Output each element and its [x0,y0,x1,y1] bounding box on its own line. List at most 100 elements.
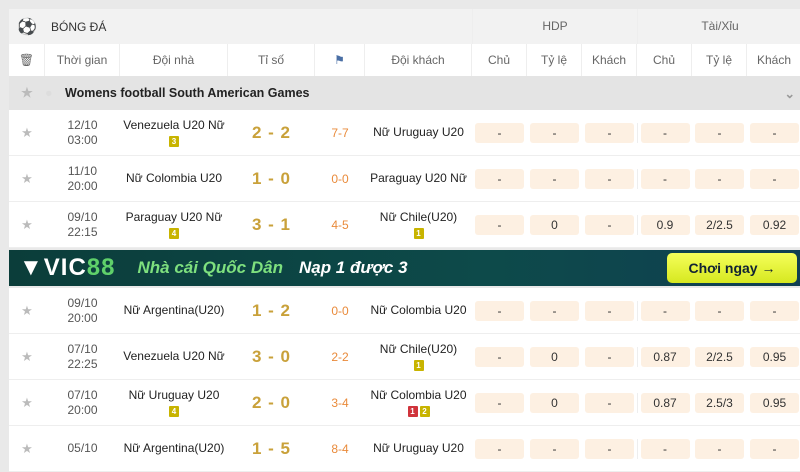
odds-cell[interactable]: - [585,300,634,321]
match-time: 03:00 [67,132,98,147]
col-time: Thời gian [45,44,120,76]
odds-cell[interactable]: - [530,438,579,459]
col-hdp-rate: Tỷ lệ [527,44,582,76]
match-table: ⚽ BÓNG ĐÁ HDP Tài/Xỉu 🗑 Thời gian Đội nh… [9,9,800,472]
odds-cell[interactable]: 0 [530,392,579,413]
odds-cell[interactable]: - [530,168,579,189]
odds-cell[interactable]: - [640,438,690,459]
play-now-button[interactable]: Chơi ngay → [667,253,797,283]
trash-icon[interactable]: 🗑 [9,44,45,76]
star-icon[interactable]: ★ [21,302,33,318]
away-team[interactable]: Nữ Colombia U20 [370,387,467,402]
league-name: Womens football South American Games [65,86,310,100]
odds-cell[interactable]: - [585,346,634,367]
away-team[interactable]: Nữ Chile(U20) [379,341,458,356]
star-icon[interactable]: ★ [21,440,33,456]
odds-cell[interactable]: 0 [530,214,579,235]
corner-score: 2-2 [331,349,349,364]
match-row[interactable]: ★ 05/10 Nữ Argentina(U20) 1 - 5 8-4 Nữ U… [9,426,800,472]
brand-logo: ▼VIC88 [19,254,116,281]
odds-cell[interactable]: 0.87 [640,346,690,367]
star-icon[interactable]: ★ [21,124,33,140]
odds-cell[interactable]: - [530,300,579,321]
corner-score: 4-5 [331,217,349,232]
match-row[interactable]: ★ 12/10 03:00 Venezuela U20 Nữ 3 2 - 2 7-7… [9,110,800,156]
odds-cell[interactable]: - [585,392,634,413]
match-score: 2 - 0 [251,392,292,412]
match-row[interactable]: ★ 09/10 22:15 Paraguay U20 Nữ 4 3 - 1 4-5 … [9,202,800,248]
home-team[interactable]: Paraguay U20 Nữ [125,209,223,224]
odds-cell[interactable]: - [475,392,524,413]
odds-cell[interactable]: - [695,122,744,143]
odds-cell[interactable]: - [750,168,799,189]
away-team[interactable]: Nữ Uruguay U20 [373,441,464,455]
match-score: 1 - 5 [251,438,292,458]
league-logo-icon: ● [45,86,53,100]
star-icon[interactable]: ★ [21,170,33,186]
table-header-columns: 🗑 Thời gian Đội nhà Tỉ số ⚑ Đội khách Ch… [9,44,800,76]
home-team[interactable]: Nữ Argentina(U20) [123,303,225,317]
odds-cell[interactable]: 2/2.5 [695,214,744,235]
away-team[interactable]: Paraguay U20 Nữ [370,171,467,185]
odds-cell[interactable]: - [585,122,634,143]
odds-cell[interactable]: 0.95 [750,346,799,367]
odds-cell[interactable]: 0.9 [640,214,690,235]
away-team[interactable]: Nữ Colombia U20 [370,303,467,317]
match-date: 09/10 [67,209,98,224]
odds-cell[interactable]: 0 [530,346,579,367]
match-row[interactable]: ★ 09/10 20:00 Nữ Argentina(U20) 1 - 2 0-0… [9,288,800,334]
odds-cell[interactable]: 0.92 [750,214,799,235]
home-team[interactable]: Nữ Uruguay U20 [128,387,220,402]
odds-cell[interactable]: - [640,122,690,143]
odds-cell[interactable]: - [475,122,524,143]
home-team[interactable]: Nữ Argentina(U20) [123,441,225,455]
match-score: 2 - 2 [251,122,292,142]
match-score: 3 - 0 [251,346,292,366]
odds-cell[interactable]: - [695,300,744,321]
star-icon[interactable]: ★ [21,394,33,410]
odds-cell[interactable]: - [475,214,524,235]
match-date: 12/10 [67,117,98,132]
star-icon[interactable]: ★ [21,348,33,364]
odds-cell[interactable]: - [475,300,524,321]
corner-score: 0-0 [331,171,349,186]
match-row[interactable]: ★ 07/10 20:00 Nữ Uruguay U20 4 2 - 0 3-4 N… [9,380,800,426]
odds-cell[interactable]: - [585,214,634,235]
odds-cell[interactable]: - [640,168,690,189]
odds-cell[interactable]: - [640,300,690,321]
card-badge: 1 [407,405,418,417]
star-icon[interactable]: ★ [21,85,33,100]
odds-cell[interactable]: 2/2.5 [695,346,744,367]
match-time: 20:00 [67,310,98,325]
col-hdp-home: Chủ [472,44,527,76]
home-team[interactable]: Venezuela U20 Nữ [123,349,225,363]
banner-slogan-1: Nhà cái Quốc Dân [137,258,283,277]
match-time: 20:00 [67,178,98,193]
star-icon[interactable]: ★ [21,216,33,232]
odds-cell[interactable]: - [475,168,524,189]
match-row[interactable]: ★ 11/10 20:00 Nữ Colombia U20 1 - 0 0-0 P… [9,156,800,202]
odds-cell[interactable]: 0.95 [750,392,799,413]
odds-cell[interactable]: - [750,438,799,459]
home-team[interactable]: Nữ Colombia U20 [125,171,223,185]
ad-banner[interactable]: ▼VIC88 Nhà cái Quốc Dân Nạp 1 được 3 Chơ… [9,250,800,286]
odds-cell[interactable]: 2.5/3 [695,392,744,413]
home-team[interactable]: Venezuela U20 Nữ [123,117,225,132]
away-team[interactable]: Nữ Chile(U20) [379,209,458,224]
league-row[interactable]: ★ ● Womens football South American Games… [9,76,800,110]
odds-cell[interactable]: - [750,122,799,143]
odds-cell[interactable]: - [585,438,634,459]
odds-cell[interactable]: - [695,168,744,189]
odds-cell[interactable]: - [750,300,799,321]
chevron-down-icon[interactable]: ⌄ [784,86,795,101]
odds-cell[interactable]: - [475,346,524,367]
odds-cell[interactable]: - [530,122,579,143]
odds-cell[interactable]: - [585,168,634,189]
col-away: Đội khách [365,44,472,76]
col-home: Đội nhà [120,44,228,76]
odds-cell[interactable]: 0.87 [640,392,690,413]
odds-cell[interactable]: - [475,438,524,459]
odds-cell[interactable]: - [695,438,744,459]
away-team[interactable]: Nữ Uruguay U20 [373,125,464,139]
match-row[interactable]: ★ 07/10 22:25 Venezuela U20 Nữ 3 - 0 2-2 … [9,334,800,380]
